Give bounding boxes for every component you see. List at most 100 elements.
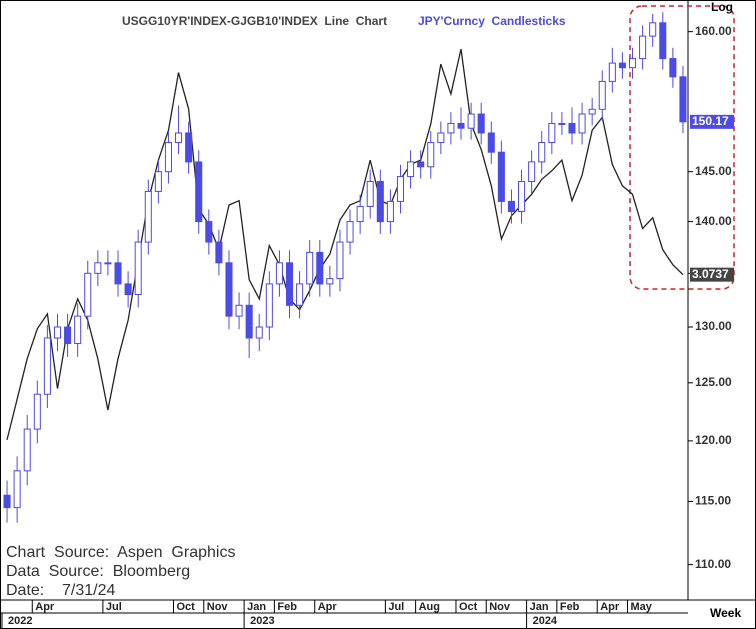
candle-body xyxy=(669,58,677,78)
candle-body xyxy=(366,181,374,207)
candle-body xyxy=(487,132,495,153)
candle-body xyxy=(477,113,485,134)
y-tick-label: 145.00 xyxy=(695,164,732,178)
candle-body xyxy=(13,470,21,509)
candle-body xyxy=(376,181,384,223)
legend-line: USGG10YR'INDEX-GJGB10'INDEX Line Chart xyxy=(122,14,387,28)
x-tick-label: Oct xyxy=(459,601,478,613)
last-value-box xyxy=(690,267,734,282)
candle-body xyxy=(144,190,152,243)
x-tick-label: Nov xyxy=(489,601,511,613)
highlight-box xyxy=(629,5,735,290)
y-tick-label: 110.00 xyxy=(695,557,731,571)
candle-body xyxy=(346,221,354,243)
year-label: 2023 xyxy=(250,615,274,627)
candle-body xyxy=(528,161,536,183)
candle-body xyxy=(407,161,415,178)
candle-body xyxy=(679,76,687,123)
x-tick-label: Apr xyxy=(35,601,55,613)
candle-body xyxy=(64,326,72,345)
x-tick-label: Apr xyxy=(318,601,338,613)
candle-body xyxy=(457,122,465,129)
candle-body xyxy=(649,22,657,37)
candle-body xyxy=(285,262,294,306)
x-tick-label: Aug xyxy=(419,601,440,613)
y-tick-label: 115.00 xyxy=(695,494,731,508)
x-tick-label: May xyxy=(630,601,652,613)
candle-body xyxy=(255,326,263,339)
candle-body xyxy=(326,278,334,285)
candle-body xyxy=(538,142,546,163)
candle-body xyxy=(225,262,233,317)
candle-body xyxy=(245,304,253,339)
candle-body xyxy=(175,132,183,144)
last-value-label: 3.0737 xyxy=(692,267,729,281)
candle-body xyxy=(164,142,172,173)
candle-body xyxy=(3,494,11,509)
candle-body xyxy=(356,205,364,223)
candle-body xyxy=(578,113,586,134)
candle-body xyxy=(53,326,62,339)
candle-body xyxy=(84,272,92,317)
candle-body xyxy=(396,176,405,202)
candle-body xyxy=(43,337,51,395)
candle-body xyxy=(316,251,324,285)
candle-body xyxy=(659,22,667,60)
candle-body xyxy=(23,428,31,472)
x-tick-label: Apr xyxy=(600,601,620,613)
candle-body xyxy=(437,132,445,144)
x-tick-label: Jan xyxy=(530,601,549,613)
candle-body xyxy=(134,241,142,296)
candle-body xyxy=(114,262,122,285)
candle-body xyxy=(518,181,526,212)
x-tick-label: Jan xyxy=(247,601,266,613)
candle-body xyxy=(598,80,606,110)
source: Chart Source: Aspen Graphics xyxy=(6,544,235,561)
scale-label: Log xyxy=(711,0,733,14)
spread-line xyxy=(6,48,684,441)
legend-candles: JPY'Curncy Candlesticks xyxy=(418,14,566,28)
candle-body xyxy=(628,58,637,69)
candle-body xyxy=(608,62,616,82)
candle-body xyxy=(588,108,596,115)
x-tick-label: Feb xyxy=(560,601,580,613)
candle-body xyxy=(275,262,283,285)
candle-body xyxy=(33,393,41,430)
candle-body xyxy=(467,113,475,129)
candle-body xyxy=(185,132,193,163)
candle-body xyxy=(74,315,82,345)
candle-body xyxy=(386,200,394,223)
x-tick-label: Jul xyxy=(388,601,404,613)
candle-body xyxy=(215,241,223,264)
y-tick-label: 125.00 xyxy=(695,375,732,389)
candle-body xyxy=(104,262,112,265)
x-tick-label: Jul xyxy=(106,601,122,613)
candle-body xyxy=(154,171,162,192)
x-unit: Week xyxy=(710,606,741,620)
candle-body xyxy=(336,241,344,280)
candle-body xyxy=(94,262,102,274)
candle-body xyxy=(548,122,556,144)
last-value-label: 150.17 xyxy=(692,114,729,128)
source: Data Source: Bloomberg xyxy=(6,563,190,580)
candle-body xyxy=(235,304,243,317)
x-tick-label: Nov xyxy=(207,601,229,613)
candle-body xyxy=(447,122,455,134)
candle-body xyxy=(265,283,273,328)
candle-body xyxy=(306,251,314,285)
candle-body xyxy=(205,221,213,243)
y-tick-label: 130.00 xyxy=(695,319,732,333)
candle-body xyxy=(618,62,626,69)
y-tick-label: 160.00 xyxy=(695,24,732,38)
x-tick-label: Feb xyxy=(277,601,297,613)
candle-body xyxy=(124,283,132,296)
y-tick-label: 140.00 xyxy=(695,214,732,228)
source: Date: 7/31/24 xyxy=(6,582,116,599)
last-value-box xyxy=(690,114,734,129)
candle-body xyxy=(507,200,515,212)
y-tick-label: 120.00 xyxy=(695,433,732,447)
x-tick-label: Oct xyxy=(177,601,196,613)
candle-body xyxy=(296,283,304,306)
